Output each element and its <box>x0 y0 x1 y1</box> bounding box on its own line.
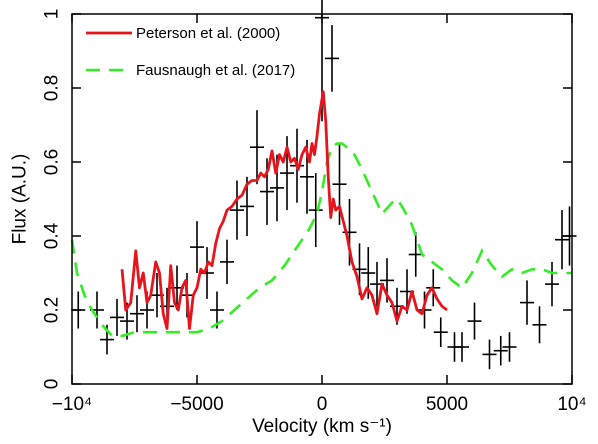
y-axis-title: Flux (A.U.) <box>10 154 31 245</box>
x-tick-label: 0 <box>317 394 328 415</box>
series-peterson-line <box>120 90 448 330</box>
y-tick-label: 1 <box>42 9 63 20</box>
x-tick-label: −10⁴ <box>52 394 92 415</box>
y-tick-label: 0.4 <box>42 222 63 249</box>
y-tick-label: 0.6 <box>42 149 63 175</box>
x-axis-title: Velocity (km s⁻¹) <box>252 416 392 437</box>
series-layer <box>70 0 577 370</box>
x-tick-label: 5000 <box>426 394 468 415</box>
y-tick-label: 0 <box>42 379 63 390</box>
y-tick-label: 0.8 <box>42 75 63 101</box>
x-tick-label: −5000 <box>170 394 223 415</box>
legend-label-peterson: Peterson et al. (2000) <box>136 25 280 42</box>
legend-label-fausnaugh: Fausnaugh et al. (2017) <box>136 62 295 79</box>
legend: Peterson et al. (2000) Fausnaugh et al. … <box>86 25 295 79</box>
series-fausnaugh-line <box>70 142 572 338</box>
x-tick-label: 10⁴ <box>557 394 586 415</box>
axes-layer: −10⁴ −5000 0 5000 10⁴ 0 0.2 0.4 0.6 0.8 1 <box>42 9 587 415</box>
y-tick-label: 0.2 <box>42 297 63 323</box>
